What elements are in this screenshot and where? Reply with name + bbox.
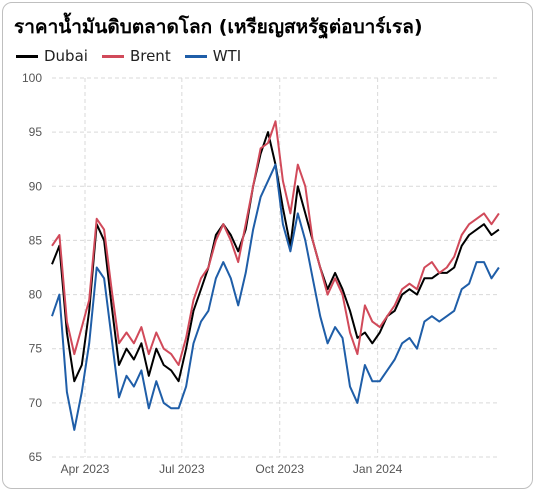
y-tick-label: 90 [29, 179, 43, 193]
series-line-wti [51, 163, 500, 431]
x-tick-label: Jan 2024 [353, 462, 403, 476]
chart-legend: Dubai Brent WTI [16, 46, 241, 66]
y-axis-ticks: 65 70 75 80 85 90 95 100 [22, 71, 42, 464]
series-line-brent [51, 120, 500, 366]
legend-label: Dubai [44, 47, 88, 65]
legend-item-brent: Brent [101, 47, 171, 65]
chart-title: ราคาน้ำมันดิบตลาดโลก (เหรียญสหรัฐต่อบาร์… [14, 16, 423, 38]
y-tick-label: 65 [29, 450, 43, 464]
legend-item-dubai: Dubai [16, 47, 88, 65]
legend-item-wti: WTI [184, 47, 242, 65]
legend-swatch [101, 54, 124, 58]
y-tick-label: 80 [29, 288, 43, 302]
y-tick-label: 75 [29, 342, 43, 356]
x-tick-label: Apr 2023 [61, 462, 110, 476]
x-tick-label: Jul 2023 [159, 462, 205, 476]
chart-frame [2, 2, 533, 489]
y-tick-label: 70 [29, 396, 43, 410]
x-axis-ticks: Apr 2023 Jul 2023 Oct 2023 Jan 2024 [61, 462, 403, 476]
y-tick-label: 85 [29, 233, 43, 247]
legend-label: WTI [212, 47, 242, 65]
legend-label: Brent [129, 47, 171, 65]
y-tick-label: 95 [29, 125, 43, 139]
y-tick-label: 100 [22, 71, 42, 85]
x-tick-label: Oct 2023 [255, 462, 304, 476]
legend-swatch [184, 54, 207, 58]
series-lines [51, 120, 500, 431]
grid-lines [52, 77, 500, 458]
legend-swatch [16, 54, 38, 58]
